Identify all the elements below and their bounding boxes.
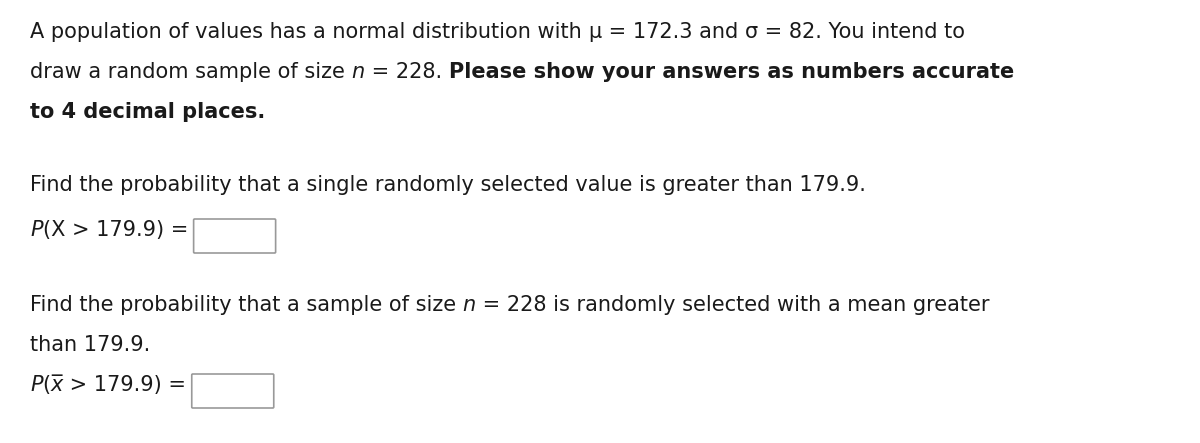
Text: draw a random sample of size: draw a random sample of size bbox=[30, 62, 352, 82]
Text: Find the probability that a single randomly selected value is greater than 179.9: Find the probability that a single rando… bbox=[30, 175, 866, 195]
Text: n: n bbox=[463, 295, 476, 315]
Text: μ: μ bbox=[588, 22, 601, 42]
Text: n: n bbox=[352, 62, 365, 82]
Text: (: ( bbox=[43, 375, 50, 395]
Text: P: P bbox=[30, 220, 43, 240]
Text: (X > 179.9) =: (X > 179.9) = bbox=[43, 220, 194, 240]
Text: = 228.: = 228. bbox=[365, 62, 449, 82]
Text: = 82. You intend to: = 82. You intend to bbox=[757, 22, 965, 42]
Text: to 4 decimal places.: to 4 decimal places. bbox=[30, 102, 265, 122]
Text: = 228 is randomly selected with a mean greater: = 228 is randomly selected with a mean g… bbox=[476, 295, 990, 315]
Text: P: P bbox=[30, 375, 43, 395]
Text: > 179.9) =: > 179.9) = bbox=[64, 375, 193, 395]
Text: x̅: x̅ bbox=[50, 375, 64, 395]
Text: Please show your answers as numbers accurate: Please show your answers as numbers accu… bbox=[449, 62, 1014, 82]
Text: σ: σ bbox=[744, 22, 757, 42]
Text: than 179.9.: than 179.9. bbox=[30, 335, 150, 355]
Text: = 172.3 and: = 172.3 and bbox=[601, 22, 744, 42]
FancyBboxPatch shape bbox=[193, 219, 276, 253]
FancyBboxPatch shape bbox=[192, 374, 274, 408]
Text: Find the probability that a sample of size: Find the probability that a sample of si… bbox=[30, 295, 463, 315]
Text: A population of values has a normal distribution with: A population of values has a normal dist… bbox=[30, 22, 588, 42]
